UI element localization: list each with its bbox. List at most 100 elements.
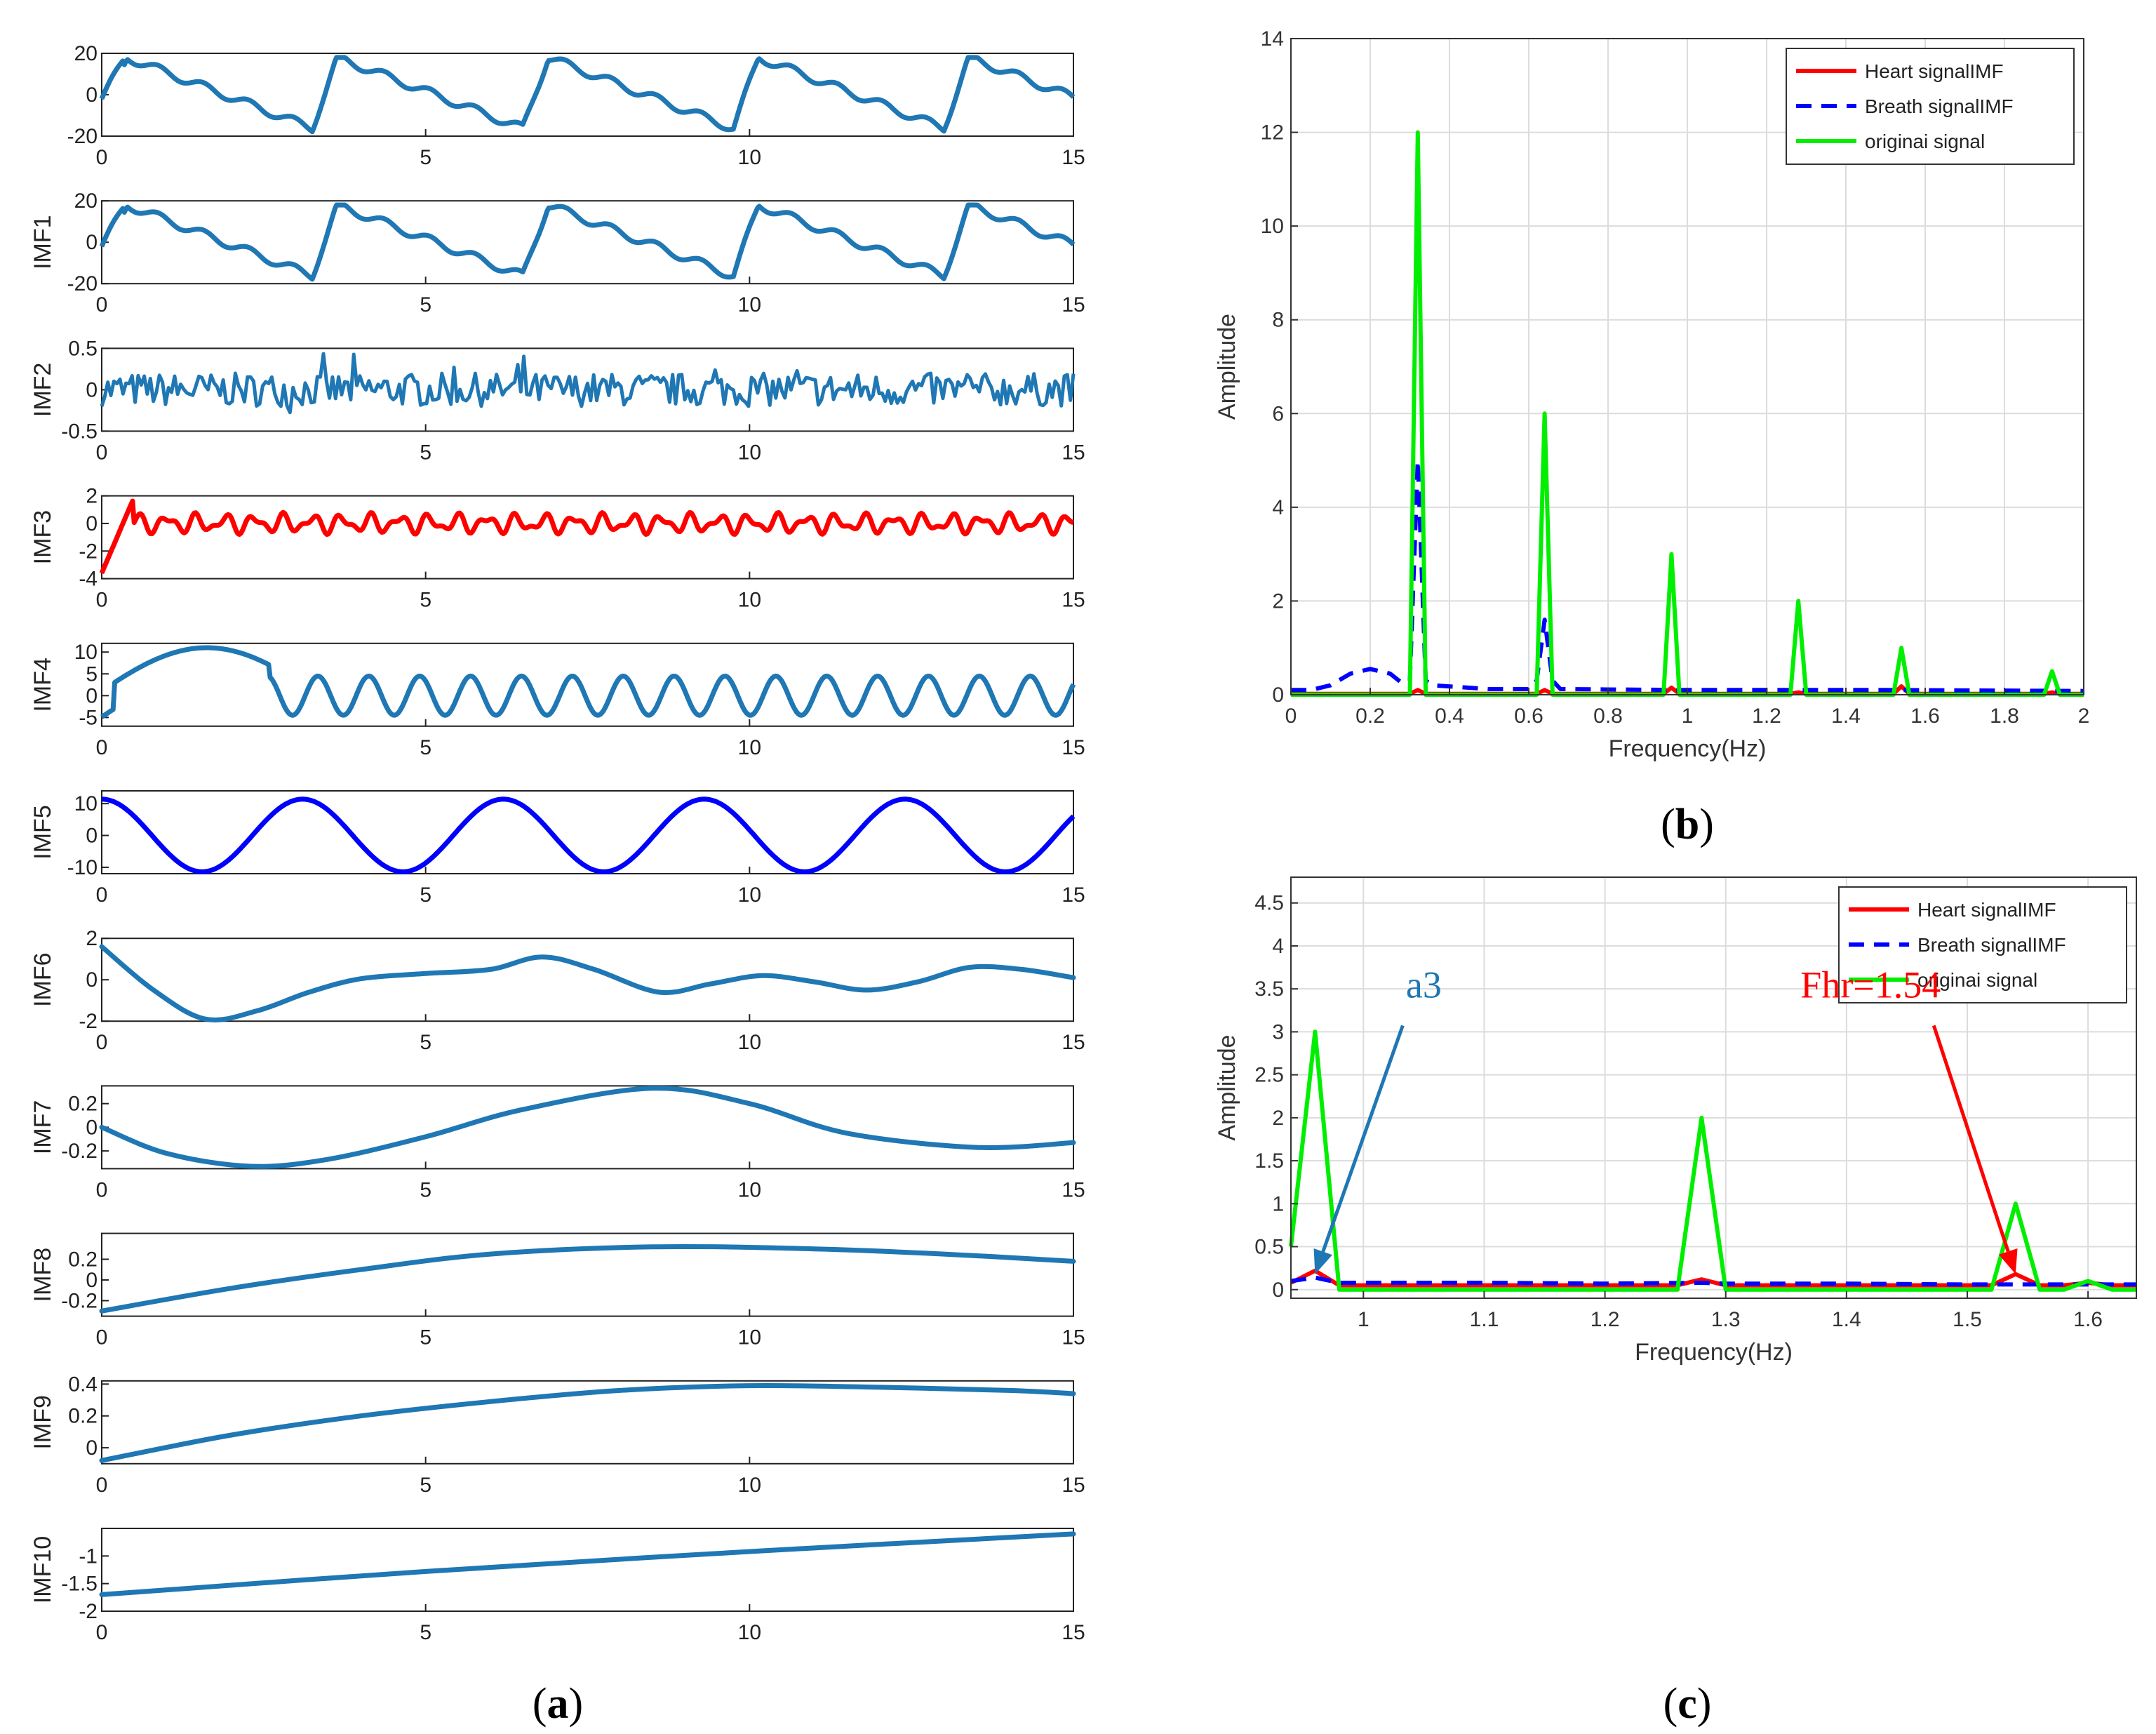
imf-trace-0	[99, 55, 1076, 135]
y-tick-label: -1.5	[61, 1573, 98, 1596]
imf-subplot-10: 0 5 10 15 -2 -1.5 -1 IMF10	[29, 1528, 1085, 1644]
imf-ylabel: IMF9	[29, 1395, 56, 1449]
y-tick-label: 0	[86, 84, 98, 107]
x-tick-label: 1.2	[1591, 1308, 1620, 1331]
x-tick-label: 5	[420, 441, 431, 464]
y-tick-label: 20	[74, 189, 98, 213]
x-tick-label: 0.2	[1355, 705, 1385, 728]
x-tick-label: 0	[1285, 705, 1297, 728]
figure-label-b: (b)	[1661, 801, 1714, 848]
imf-axes-frame	[101, 1380, 1074, 1465]
x-tick-label: 15	[1062, 1326, 1085, 1349]
imf-axes-frame	[101, 790, 1074, 874]
y-tick-label: 20	[74, 42, 98, 65]
legend-entry-2: originai signal	[1865, 131, 1985, 152]
x-tick-label: 0	[96, 293, 108, 316]
y-tick-label: 0	[86, 1269, 98, 1292]
y-tick-label: 0	[86, 825, 98, 848]
imf-trace-1	[99, 202, 1076, 282]
y-tick-label: 0.2	[68, 1093, 98, 1116]
x-tick-label: 10	[738, 736, 761, 759]
x-tick-label: 15	[1062, 589, 1085, 612]
x-tick-label: 5	[420, 1031, 431, 1054]
imf-axes-frame	[101, 495, 1074, 580]
annotation-label-1: Fhr=1.54	[1800, 963, 1941, 1006]
x-tick-label: 0	[96, 883, 108, 907]
x-tick-label: 15	[1062, 883, 1085, 907]
x-tick-label: 0	[96, 736, 108, 759]
x-tick-label: 15	[1062, 441, 1085, 464]
x-tick-label: 5	[420, 883, 431, 907]
y-tick-label: 1.5	[1254, 1149, 1284, 1173]
y-tick-label: -2	[79, 1600, 98, 1623]
y-tick-label: 0	[86, 231, 98, 254]
legend: Heart signalIMF Breath signalIMF originai …	[1786, 48, 2075, 165]
y-tick-label: 4.5	[1254, 892, 1284, 915]
imf-subplot-9: 0 5 10 15 0 0.2 0.4 IMF9	[29, 1373, 1085, 1496]
imf-trace-5	[100, 796, 1076, 874]
figure-label-c: (c)	[1663, 1680, 1712, 1728]
y-tick-label: 0	[86, 378, 98, 401]
imf-ylabel: IMF10	[29, 1536, 56, 1603]
y-tick-label: 0	[86, 968, 98, 992]
y-tick-label: 2	[1272, 1107, 1284, 1130]
imf-trace-7	[99, 1086, 1076, 1169]
x-tick-label: 5	[420, 589, 431, 612]
x-tick-label: 15	[1062, 293, 1085, 316]
y-tick-label: -20	[67, 125, 98, 148]
y-tick-label: -0.5	[61, 420, 98, 443]
imf-trace-8	[99, 1243, 1076, 1314]
legend-entry-1: Breath signalIMF	[1865, 95, 2014, 117]
x-tick-label: 0	[96, 1326, 108, 1349]
annotation-arrowhead-1	[1998, 1248, 2018, 1274]
x-tick-label: 10	[738, 1178, 761, 1201]
imf-axes-frame	[101, 53, 1074, 137]
imf-ylabel: IMF5	[29, 805, 56, 859]
x-tick-label: 0	[96, 1621, 108, 1644]
y-tick-label: 8	[1272, 309, 1284, 332]
x-tick-label: 1.4	[1832, 1308, 1861, 1331]
y-tick-label: 0	[86, 512, 98, 535]
x-tick-label: 0.6	[1514, 705, 1544, 728]
legend-entry-2: originai signal	[1917, 969, 2037, 991]
x-tick-label: 1.1	[1470, 1308, 1499, 1331]
y-tick-label: -5	[79, 706, 98, 729]
panel-c-spectrum-zoom: 1 1.1 1.2 1.3 1.4 1.5 1.6 0 0.5 1 1.5 2 2.5 3 3.5 4 4.5 F…	[1214, 876, 2137, 1366]
x-tick-label: 10	[738, 1474, 761, 1497]
imf-axes-frame	[101, 200, 1074, 285]
imf-ylabel: IMF2	[29, 363, 56, 417]
x-tick-label: 10	[738, 883, 761, 907]
imf-trace-2	[100, 352, 1076, 415]
y-axis-label: Amplitude	[1214, 314, 1240, 420]
x-tick-label: 0	[96, 589, 108, 612]
y-tick-label: 0.4	[68, 1373, 98, 1396]
imf-ylabel: IMF6	[29, 952, 56, 1006]
x-tick-label: 0.8	[1593, 705, 1623, 728]
y-tick-label: 2	[86, 485, 98, 508]
y-tick-label: 1	[1272, 1192, 1284, 1215]
x-tick-label: 10	[738, 146, 761, 169]
x-tick-label: 1	[1682, 705, 1694, 728]
y-tick-label: 10	[74, 792, 98, 815]
panel-b-spectrum-full: 0 0.2 0.4 0.6 0.8 1 1.2 1.4 1.6 1.8 2 0 2 4 6 8 10 12 14 Fr…	[1214, 27, 2089, 762]
imf-ylabel: IMF8	[29, 1248, 56, 1302]
x-tick-label: 5	[420, 736, 431, 759]
imf-trace-9	[99, 1382, 1076, 1463]
axes-frame	[1290, 876, 2137, 1299]
annotation-label-0: a3	[1406, 963, 1442, 1006]
x-tick-label: 1.3	[1711, 1308, 1741, 1331]
x-tick-label: 10	[738, 1326, 761, 1349]
annotation-1: Fhr=1.54	[1800, 963, 2018, 1274]
imf-ylabel: IMF1	[29, 215, 56, 269]
x-tick-label: 15	[1062, 146, 1085, 169]
y-tick-label: -4	[79, 568, 98, 591]
y-tick-label: 2	[1272, 589, 1284, 613]
x-tick-label: 15	[1062, 736, 1085, 759]
x-tick-label: 15	[1062, 1621, 1085, 1644]
imf-ylabel: IMF7	[29, 1100, 56, 1154]
y-tick-label: 6	[1272, 402, 1284, 425]
x-tick-label: 1.2	[1752, 705, 1781, 728]
